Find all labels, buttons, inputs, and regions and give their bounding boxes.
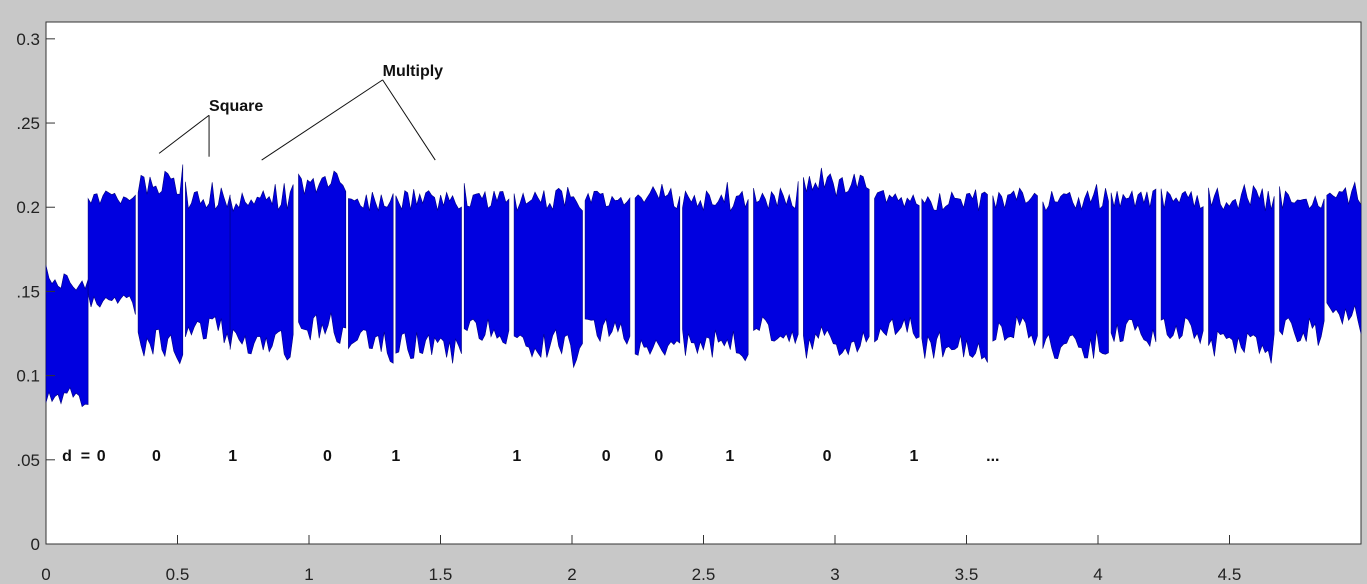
trace-segment-3: [137, 164, 184, 365]
y-tick-label: 0.2: [16, 198, 40, 217]
y-tick-label: 0.1: [16, 367, 40, 386]
annotation-pointer: [261, 79, 383, 161]
annotation-label: Multiply: [383, 63, 444, 80]
x-tick-label: 1: [304, 565, 313, 584]
bit-label: d: [62, 448, 72, 465]
trace-segment-2: [87, 190, 136, 315]
x-tick-label: 2: [567, 565, 576, 584]
bit-label: 1: [228, 448, 237, 465]
bit-label: 1: [512, 448, 521, 465]
bit-label: 1: [391, 448, 400, 465]
trace-segment-22: [1208, 183, 1275, 364]
trace-segment-14: [753, 181, 799, 345]
bit-label: 0: [97, 448, 106, 465]
trace-segment-5: [229, 183, 294, 361]
trace-segment-8: [395, 189, 462, 364]
trace-segment-20: [1110, 188, 1157, 348]
x-tick-label: 3: [830, 565, 839, 584]
x-tick-label: 0: [41, 565, 50, 584]
y-tick-label: .25: [16, 114, 40, 133]
trace-segment-9: [463, 183, 510, 345]
bit-label: 1: [725, 448, 734, 465]
trace-segment-23: [1279, 186, 1325, 346]
x-tick-label: 4: [1093, 565, 1102, 584]
bit-label: 0: [654, 448, 663, 465]
trace-segment-13: [682, 182, 749, 362]
y-tick-label: .15: [16, 282, 40, 301]
bit-label: ...: [986, 448, 999, 465]
bit-label: 0: [323, 448, 332, 465]
trace-segment-17: [921, 189, 988, 363]
x-tick-label: 2.5: [692, 565, 716, 584]
bit-label: =: [81, 448, 90, 465]
trace-segment-10: [513, 187, 583, 369]
annotations: Square Multiply: [158, 63, 444, 161]
annotation-pointer: [382, 79, 436, 161]
y-tick-label: 0.3: [16, 30, 40, 49]
trace-segment-4: [185, 181, 231, 347]
bit-label: 0: [602, 448, 611, 465]
x-tick-label: 3.5: [955, 565, 979, 584]
trace-segment-11: [584, 190, 631, 345]
trace-segment-7: [348, 192, 394, 364]
trace-segment-19: [1042, 184, 1109, 360]
trace-segment-15: [803, 167, 870, 359]
trace-segment-16: [874, 190, 920, 343]
bit-label: 0: [152, 448, 161, 465]
x-tick-label: 4.5: [1218, 565, 1242, 584]
y-tick-label: 0: [31, 535, 40, 554]
trace-series: [45, 164, 1362, 408]
annotation-label: Square: [209, 98, 263, 115]
bit-label: 0: [823, 448, 832, 465]
x-tick-label: 0.5: [166, 565, 190, 584]
trace-segment-1: [45, 265, 89, 408]
y-tick-label: .05: [16, 451, 40, 470]
bit-sequence: d = 0 0 1 0 1 1 0 0 1 0 1...: [62, 448, 999, 465]
annotation-pointer: [158, 114, 210, 154]
trace-segment-24: [1326, 181, 1362, 334]
trace-segment-21: [1160, 188, 1204, 345]
trace-segment-6: [298, 170, 347, 344]
x-tick-label: 1.5: [429, 565, 453, 584]
trace-segment-18: [992, 187, 1038, 347]
axes: 0 0.5 1 1.5 2 2.5 3 3.5 4 4.5 0 .05 0.1 .15 0.2 .25 0.3: [16, 30, 1241, 584]
trace-segment-12: [634, 184, 681, 356]
bit-label: 1: [909, 448, 918, 465]
